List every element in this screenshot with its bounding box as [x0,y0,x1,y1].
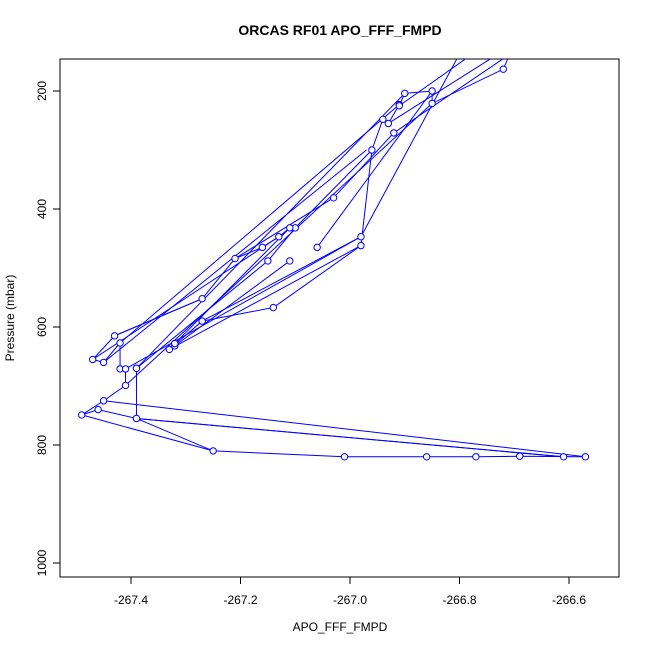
data-point [286,224,294,232]
series-segment [81,414,214,452]
data-point [379,115,387,124]
data-point [110,332,119,340]
data-point [78,411,86,419]
series-segment [174,260,291,347]
data-point [121,381,130,390]
series-segment [125,236,362,370]
data-point [121,365,130,373]
series-segment [393,59,504,134]
series-segment [360,149,373,246]
data-point [499,65,507,73]
data-point [99,397,108,405]
y-axis: 200 400 600 800 1000 [35,81,61,576]
series-segment [273,245,362,308]
data-point [581,453,590,461]
y-tick-label: 400 [35,199,49,219]
data-point [116,339,124,347]
data-point [209,447,217,455]
x-tick-label: -267.4 [114,593,148,607]
data-point [340,453,349,461]
data-point [165,345,174,354]
x-tick-label: -267.2 [223,593,257,607]
data-point [313,243,321,252]
data-point [395,102,403,110]
series-segment [333,132,395,199]
data-point [275,233,283,241]
series-segment [125,103,433,386]
data-point [231,254,239,263]
data-point [357,241,365,250]
data-point [198,294,206,303]
series-segment [202,307,274,322]
data-point [428,99,436,108]
data-point [198,317,206,325]
series-segment [169,245,362,350]
series-line [81,59,586,458]
x-tick-label: -267.0 [333,593,367,607]
data-point [401,89,409,98]
data-point [357,233,365,241]
plot-frame [59,58,620,578]
data-layer [78,59,590,461]
series-segment [234,197,334,259]
data-point [94,405,102,414]
data-point [99,358,108,367]
y-tick-label: 800 [35,435,49,455]
data-point [329,194,338,202]
series-segment [119,104,400,344]
data-point [171,339,179,348]
y-tick-label: 1000 [35,549,49,576]
x-axis: -267.4 -267.2 -267.0 -266.8 -266.6 [114,576,586,607]
data-point [559,453,568,461]
y-tick-label: 200 [35,81,49,101]
data-point [286,257,294,265]
data-point [422,453,431,461]
x-tick-label: -266.8 [442,593,476,607]
x-tick-label: -266.6 [552,593,586,607]
data-point [428,87,436,95]
series-segment [316,90,433,248]
series-segment [103,400,586,458]
y-tick-label: 600 [35,317,49,337]
data-point [132,364,141,372]
series-segment [388,59,492,124]
data-point [132,414,141,423]
data-point [264,257,272,265]
chart-title: ORCAS RF01 APO_FFF_FMPD [238,22,441,38]
data-point [384,119,393,128]
x-axis-label: APO_FFF_FMPD [293,620,388,634]
series-segment [398,59,467,107]
data-point [516,452,524,460]
y-axis-label: Pressure (mbar) [3,275,17,362]
data-point [258,243,267,252]
data-point [472,453,480,461]
series-segment [136,93,406,369]
data-point [88,355,97,364]
data-point [368,146,376,154]
data-point [390,129,398,137]
series-segment [92,236,280,360]
data-point [269,303,278,312]
